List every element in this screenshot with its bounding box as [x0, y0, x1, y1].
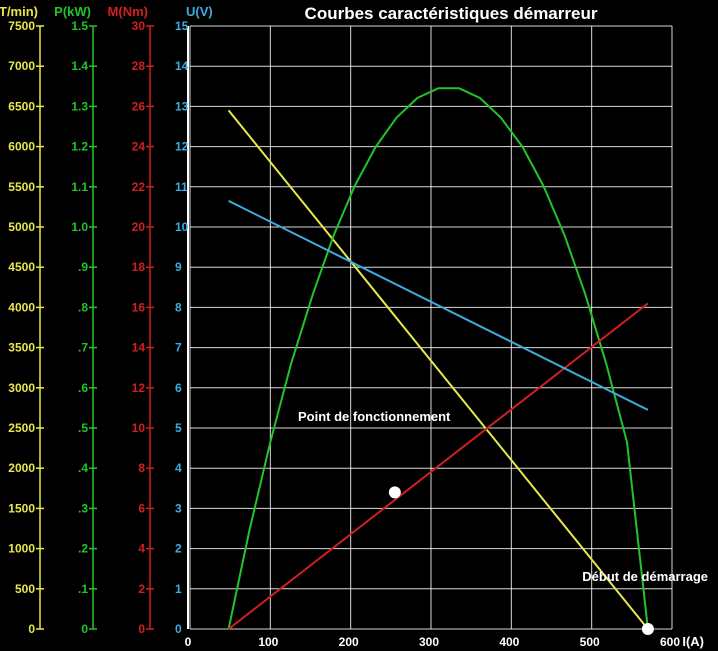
y-tick-label: 10: [132, 421, 146, 435]
axes: 0100200300400500600I(A)n(T/min)050010001…: [0, 4, 704, 649]
y-axis-label: M(Nm): [108, 4, 148, 19]
x-axis-label: I(A): [682, 634, 704, 649]
highlight-point: [641, 623, 654, 635]
y-tick-label: 0: [81, 622, 88, 636]
x-tick-label: 100: [258, 635, 278, 649]
y-tick-label: 12: [175, 140, 189, 154]
y-tick-label: .3: [78, 501, 88, 515]
y-tick-label: 7: [175, 341, 182, 355]
y-tick-label: 8: [175, 300, 182, 314]
y-tick-label: 8: [138, 461, 145, 475]
y-tick-label: 3000: [8, 381, 35, 395]
y-axis-label: n(T/min): [0, 4, 38, 19]
x-tick-label: 500: [580, 635, 600, 649]
point-annotation: Début de démarrage: [582, 569, 708, 584]
y-tick-label: 9: [175, 260, 182, 274]
chart-title: Courbes caractéristiques démarreur: [305, 4, 598, 23]
y-tick-label: 20: [132, 220, 146, 234]
y-tick-label: 4: [138, 542, 145, 556]
y-tick-label: 18: [132, 260, 146, 274]
y-tick-label: 1.3: [71, 99, 88, 113]
y-tick-label: 5500: [8, 180, 35, 194]
y-tick-label: 10: [175, 220, 189, 234]
x-tick-label: 0: [185, 635, 192, 649]
y-axis-label: P(kW): [54, 4, 91, 19]
y-tick-label: 7500: [8, 19, 35, 33]
y-tick-label: 1.1: [71, 180, 88, 194]
y-tick-label: 1.4: [71, 59, 88, 73]
point-annotation: Point de fonctionnement: [298, 409, 451, 424]
y-tick-label: 1: [175, 582, 182, 596]
y-tick-label: 13: [175, 99, 189, 113]
y-tick-label: 14: [132, 341, 146, 355]
y-tick-label: 6000: [8, 140, 35, 154]
y-tick-label: 0: [138, 622, 145, 636]
points: Point de fonctionnement Début de démarrag…: [298, 409, 708, 635]
y-tick-label: .5: [78, 421, 88, 435]
y-tick-label: 22: [132, 180, 146, 194]
y-tick-label: 5: [175, 421, 182, 435]
series-line-P(kW): [227, 87, 649, 630]
y-tick-label: 7000: [8, 59, 35, 73]
x-tick-label: 300: [419, 635, 439, 649]
y-tick-label: 1000: [8, 542, 35, 556]
y-tick-label: 1.0: [71, 220, 88, 234]
y-tick-label: 3: [175, 501, 182, 515]
series-line-M(Nm): [227, 302, 649, 630]
grid: [189, 25, 673, 630]
y-tick-label: 16: [132, 300, 146, 314]
highlight-point: [388, 486, 401, 499]
y-tick-label: 3500: [8, 341, 35, 355]
y-tick-label: 4000: [8, 300, 35, 314]
y-tick-label: 26: [132, 99, 146, 113]
y-tick-label: 1.2: [71, 140, 88, 154]
y-tick-label: 0: [175, 622, 182, 636]
y-tick-label: 11: [175, 180, 188, 194]
y-tick-label: 4500: [8, 260, 35, 274]
y-tick-label: 6500: [8, 99, 35, 113]
x-tick-label: 600: [660, 635, 680, 649]
y-tick-label: 6: [175, 381, 182, 395]
series-line-n(T/min): [227, 109, 649, 630]
series-line-U(V): [228, 200, 649, 411]
x-tick-label: 200: [339, 635, 359, 649]
y-tick-label: 2500: [8, 421, 35, 435]
y-tick-label: .7: [78, 341, 88, 355]
y-tick-label: .2: [78, 542, 88, 556]
y-tick-label: 2: [138, 582, 145, 596]
y-tick-label: 500: [15, 582, 35, 596]
x-tick-label: 400: [499, 635, 519, 649]
y-tick-label: .4: [78, 461, 88, 475]
y-tick-label: 4: [175, 461, 182, 475]
y-tick-label: 1.5: [71, 19, 88, 33]
y-tick-label: 24: [132, 140, 146, 154]
y-tick-label: .9: [78, 260, 88, 274]
y-axis-label: U(V): [186, 4, 213, 19]
y-tick-label: 2: [175, 542, 182, 556]
y-tick-label: 28: [132, 59, 146, 73]
y-tick-label: 0: [28, 622, 35, 636]
y-tick-label: 2000: [8, 461, 35, 475]
y-tick-label: 5000: [8, 220, 35, 234]
y-tick-label: 14: [175, 59, 189, 73]
y-tick-label: 15: [175, 19, 189, 33]
y-tick-label: 6: [138, 501, 145, 515]
y-tick-label: .1: [78, 582, 88, 596]
y-tick-label: .6: [78, 381, 88, 395]
y-tick-label: 30: [132, 19, 146, 33]
series: [227, 87, 649, 630]
y-tick-label: .8: [78, 300, 88, 314]
y-tick-label: 12: [132, 381, 146, 395]
y-tick-label: 1500: [8, 501, 35, 515]
